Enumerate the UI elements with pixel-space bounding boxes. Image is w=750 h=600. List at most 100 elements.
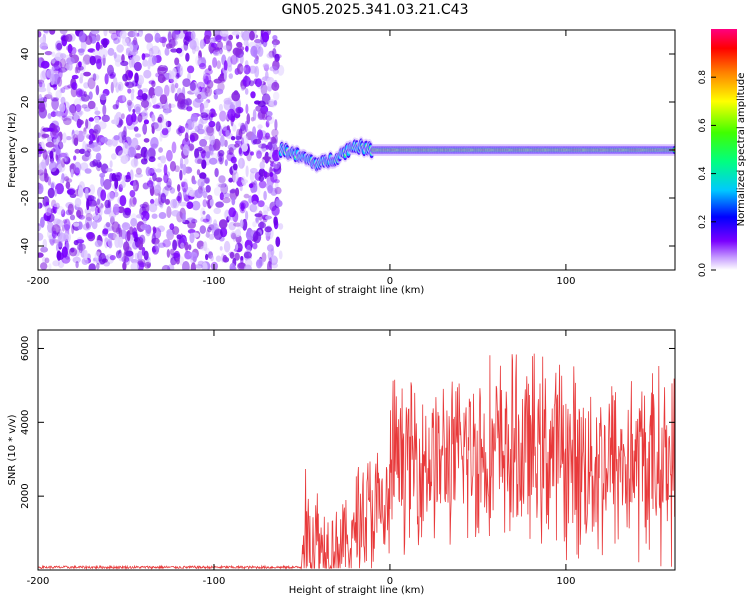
- noise-speckle: [249, 171, 255, 182]
- noise-speckle: [228, 147, 234, 156]
- y-tick-label: -20: [20, 190, 31, 206]
- noise-speckle: [226, 152, 235, 162]
- noise-speckle: [109, 160, 113, 168]
- noise-speckle: [268, 99, 276, 107]
- noise-speckle: [91, 220, 98, 230]
- noise-speckle: [110, 32, 118, 41]
- noise-speckle: [56, 250, 62, 261]
- noise-speckle: [218, 149, 225, 157]
- noise-speckle: [125, 50, 133, 57]
- noise-speckle: [213, 187, 221, 196]
- noise-speckle: [73, 161, 82, 174]
- noise-speckle: [244, 120, 248, 133]
- noise-speckle: [155, 177, 163, 183]
- noise-speckle: [210, 113, 214, 118]
- noise-speckle: [194, 189, 203, 199]
- noise-speckle: [113, 76, 118, 88]
- noise-speckle: [140, 210, 150, 222]
- noise-speckle: [166, 177, 172, 188]
- noise-speckle: [51, 97, 59, 110]
- noise-speckle: [267, 250, 273, 261]
- noise-speckle: [145, 166, 151, 177]
- noise-speckle: [85, 222, 90, 229]
- noise-speckle: [274, 119, 278, 131]
- noise-speckle: [252, 231, 262, 244]
- noise-speckle: [96, 262, 100, 270]
- noise-speckle: [210, 223, 219, 231]
- noise-speckle: [240, 85, 245, 92]
- noise-speckle: [113, 135, 120, 141]
- noise-speckle: [148, 80, 155, 85]
- noise-speckle: [212, 57, 218, 68]
- noise-speckle: [104, 199, 111, 209]
- noise-speckle: [208, 120, 216, 128]
- noise-speckle: [52, 260, 60, 267]
- noise-speckle: [241, 143, 249, 152]
- noise-speckle: [103, 178, 112, 190]
- noise-speckle: [202, 210, 206, 215]
- noise-speckle: [229, 251, 235, 259]
- noise-speckle: [151, 114, 156, 122]
- noise-speckle: [170, 198, 178, 209]
- noise-speckle: [188, 244, 192, 251]
- noise-speckle: [257, 109, 266, 119]
- noise-speckle: [241, 30, 251, 42]
- noise-speckle: [90, 205, 96, 212]
- noise-speckle: [94, 106, 98, 111]
- noise-speckle: [231, 91, 241, 102]
- noise-speckle: [166, 149, 173, 162]
- noise-speckle: [71, 74, 79, 80]
- noise-speckle: [259, 161, 265, 170]
- noise-speckle: [111, 153, 117, 160]
- noise-speckle: [184, 98, 193, 106]
- x-tick-label: 100: [556, 276, 575, 287]
- noise-speckle: [168, 78, 174, 84]
- noise-speckle: [204, 86, 212, 97]
- noise-speckle: [140, 99, 150, 108]
- noise-speckle: [39, 42, 48, 50]
- noise-speckle: [199, 138, 208, 147]
- noise-speckle: [80, 72, 84, 79]
- noise-speckle: [242, 75, 251, 87]
- noise-speckle: [141, 110, 149, 120]
- noise-speckle: [186, 106, 193, 112]
- noise-speckle: [69, 247, 78, 257]
- noise-speckle: [192, 180, 197, 185]
- noise-speckle: [46, 207, 52, 218]
- noise-speckle: [161, 127, 169, 136]
- noise-speckle: [266, 206, 271, 212]
- noise-speckle: [176, 47, 183, 54]
- noise-speckle: [77, 187, 84, 198]
- noise-speckle: [118, 119, 124, 126]
- noise-speckle: [243, 64, 251, 75]
- noise-speckle: [103, 30, 108, 37]
- noise-speckle: [215, 255, 222, 262]
- noise-speckle: [227, 65, 233, 72]
- noise-speckle: [75, 104, 82, 113]
- noise-speckle: [98, 48, 108, 59]
- noise-speckle: [191, 218, 198, 224]
- noise-speckle: [83, 71, 91, 77]
- snr-plot-area: [38, 353, 675, 570]
- noise-speckle: [133, 126, 139, 132]
- noise-speckle: [157, 242, 166, 248]
- noise-speckle: [79, 148, 86, 154]
- noise-speckle: [132, 180, 137, 191]
- noise-speckle: [118, 83, 122, 91]
- noise-speckle: [262, 204, 269, 214]
- noise-speckle: [125, 114, 134, 126]
- noise-speckle: [179, 256, 185, 266]
- noise-speckle: [49, 30, 56, 35]
- noise-speckle: [174, 82, 179, 89]
- noise-speckle: [121, 130, 127, 141]
- noise-speckle: [113, 206, 120, 213]
- noise-speckle: [227, 215, 231, 221]
- noise-speckle: [135, 167, 142, 175]
- noise-speckle: [132, 179, 139, 192]
- noise-speckle: [122, 73, 128, 82]
- noise-speckle: [159, 134, 163, 142]
- noise-speckle: [147, 180, 154, 188]
- y-tick-label: 4000: [20, 410, 31, 435]
- noise-speckle: [126, 230, 131, 242]
- noise-speckle: [249, 30, 255, 41]
